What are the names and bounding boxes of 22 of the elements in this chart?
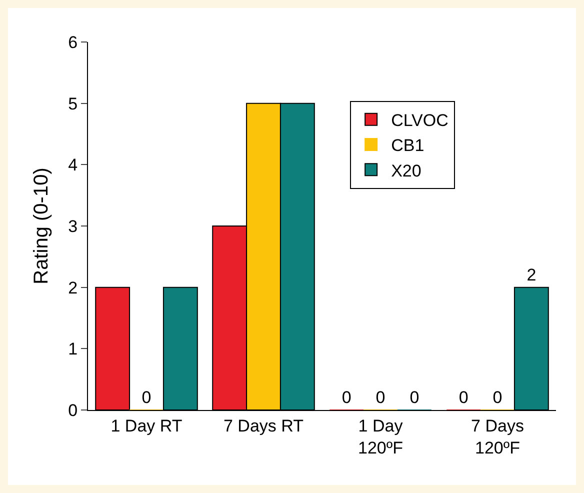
x-tick-label: 1 Day RT: [110, 416, 182, 436]
y-tick-label: 3: [68, 216, 78, 236]
data-label: 0: [342, 388, 352, 407]
data-label: 2: [526, 265, 536, 284]
data-label: 0: [410, 388, 420, 407]
y-tick-label: 5: [68, 94, 78, 114]
y-tick-label: 2: [68, 278, 78, 298]
legend-label: CLVOC: [391, 111, 448, 130]
y-tick-label: 6: [68, 32, 78, 52]
legend-label: CB1: [391, 136, 424, 156]
legend-label: X20: [391, 161, 422, 180]
y-tick-label: 0: [68, 400, 78, 420]
y-tick-label: 4: [68, 156, 78, 175]
data-label: 0: [142, 388, 152, 407]
data-label: 0: [458, 388, 468, 407]
x-tick-label: 1 Day 120ºF: [358, 416, 404, 458]
x-tick-label: 7 Days RT: [224, 416, 304, 436]
y-axis-title: Rating (0-10): [30, 168, 53, 284]
y-tick-label: 1: [68, 340, 78, 359]
x-tick-label: 7 Days 120ºF: [471, 416, 524, 458]
data-label: 0: [376, 388, 386, 407]
data-label: 0: [492, 388, 502, 407]
